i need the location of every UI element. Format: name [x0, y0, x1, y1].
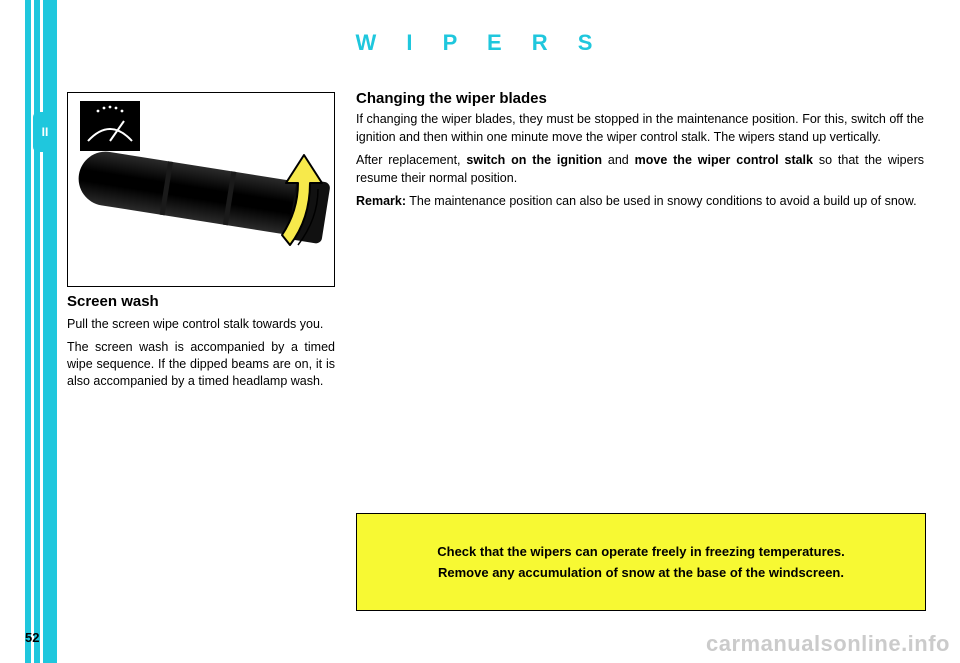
text-bold: switch on the ignition — [466, 153, 602, 167]
wiper-stalk-figure — [67, 92, 335, 287]
text-bold: Remark: — [356, 194, 406, 208]
warning-line-2: Remove any accumulation of snow at the b… — [438, 565, 844, 580]
changing-blades-remark: Remark: The maintenance position can als… — [356, 193, 924, 211]
text-run: and — [602, 153, 635, 167]
text-bold: Check that the wipers can operate freely… — [437, 544, 841, 559]
section-tab: II — [33, 112, 57, 152]
text-run: The maintenance position can also be use… — [406, 194, 917, 208]
margin-stripe — [25, 0, 31, 663]
screen-wash-p1: Pull the screen wipe control stalk towar… — [67, 316, 335, 333]
text-bold: Remove any accumulation of snow at the b… — [438, 565, 840, 580]
warning-line-1: Check that the wipers can operate freely… — [437, 544, 844, 559]
screen-wash-p2: The screen wash is accompanied by a time… — [67, 339, 335, 390]
section-tab-label: II — [42, 125, 49, 139]
text-run: . — [841, 544, 845, 559]
margin-stripe — [34, 0, 40, 663]
text-bold: move the wiper control stalk — [635, 153, 813, 167]
text-run: After replacement, — [356, 153, 466, 167]
screen-wash-heading: Screen wash — [67, 293, 335, 310]
page-title: W I P E R S — [0, 30, 960, 56]
left-column: Screen wash Pull the screen wipe control… — [67, 92, 335, 390]
wiper-pictogram — [80, 101, 140, 151]
warning-note: Check that the wipers can operate freely… — [356, 513, 926, 611]
changing-blades-p1: If changing the wiper blades, they must … — [356, 111, 924, 146]
text-run: . — [840, 565, 844, 580]
margin-stripe — [43, 0, 57, 663]
changing-blades-heading: Changing the wiper blades — [356, 90, 924, 107]
manual-page: II W I P E R S — [0, 0, 960, 663]
right-column: Changing the wiper blades If changing th… — [356, 90, 924, 217]
changing-blades-p2: After replacement, switch on the ignitio… — [356, 152, 924, 187]
watermark: carmanualsonline.info — [706, 631, 950, 657]
motion-arrow-icon — [270, 149, 330, 259]
page-number: 52 — [25, 630, 39, 645]
